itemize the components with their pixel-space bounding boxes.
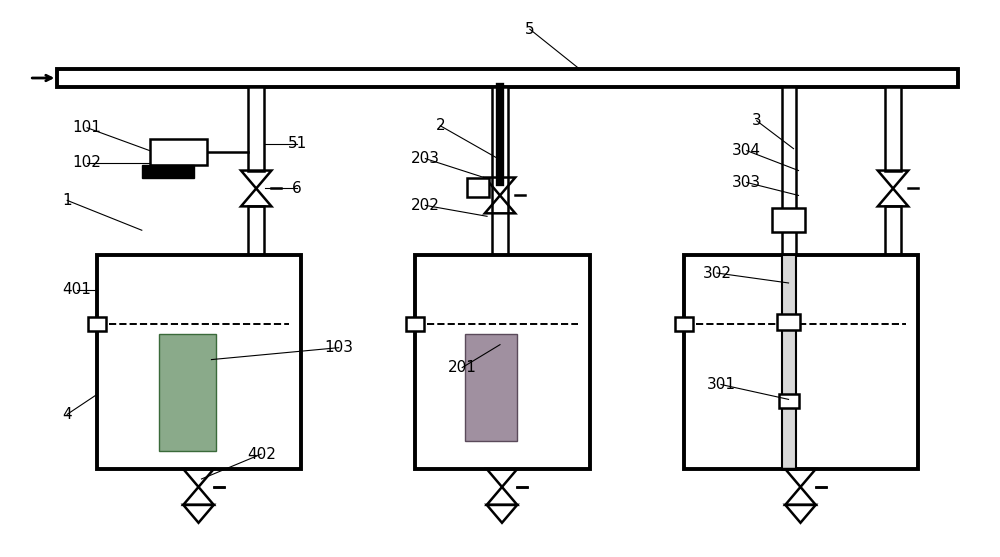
Text: 102: 102: [73, 155, 102, 170]
Text: 6: 6: [292, 181, 302, 196]
Bar: [492, 87, 508, 469]
Text: 2: 2: [435, 118, 445, 133]
Bar: [97, 255, 301, 469]
Bar: [415, 255, 590, 469]
Bar: [142, 164, 194, 178]
Text: 402: 402: [247, 447, 276, 462]
Text: 302: 302: [702, 266, 731, 281]
Bar: [465, 334, 517, 441]
Text: 103: 103: [324, 340, 353, 355]
Bar: [684, 255, 918, 469]
Bar: [772, 208, 805, 232]
Bar: [467, 178, 489, 197]
Text: 5: 5: [525, 22, 535, 37]
Bar: [782, 87, 796, 469]
Bar: [248, 206, 264, 255]
Bar: [675, 316, 693, 330]
Bar: [885, 206, 901, 255]
Text: 303: 303: [732, 175, 761, 190]
Bar: [782, 255, 796, 469]
Text: 1: 1: [62, 193, 72, 208]
Bar: [777, 314, 800, 330]
Bar: [88, 316, 106, 330]
Text: 4: 4: [62, 407, 72, 422]
Bar: [159, 334, 216, 451]
Bar: [406, 316, 424, 330]
Text: 401: 401: [63, 282, 92, 297]
Bar: [779, 394, 799, 408]
Text: 101: 101: [73, 120, 102, 135]
Text: 203: 203: [411, 151, 440, 166]
Bar: [150, 139, 207, 164]
Text: 201: 201: [448, 360, 477, 375]
Text: 3: 3: [752, 113, 762, 128]
Bar: [885, 87, 901, 170]
Bar: [57, 69, 958, 87]
Bar: [248, 87, 264, 170]
Text: 51: 51: [287, 136, 307, 151]
Text: 301: 301: [706, 377, 735, 392]
Text: 304: 304: [732, 143, 761, 158]
Text: 202: 202: [411, 198, 440, 213]
